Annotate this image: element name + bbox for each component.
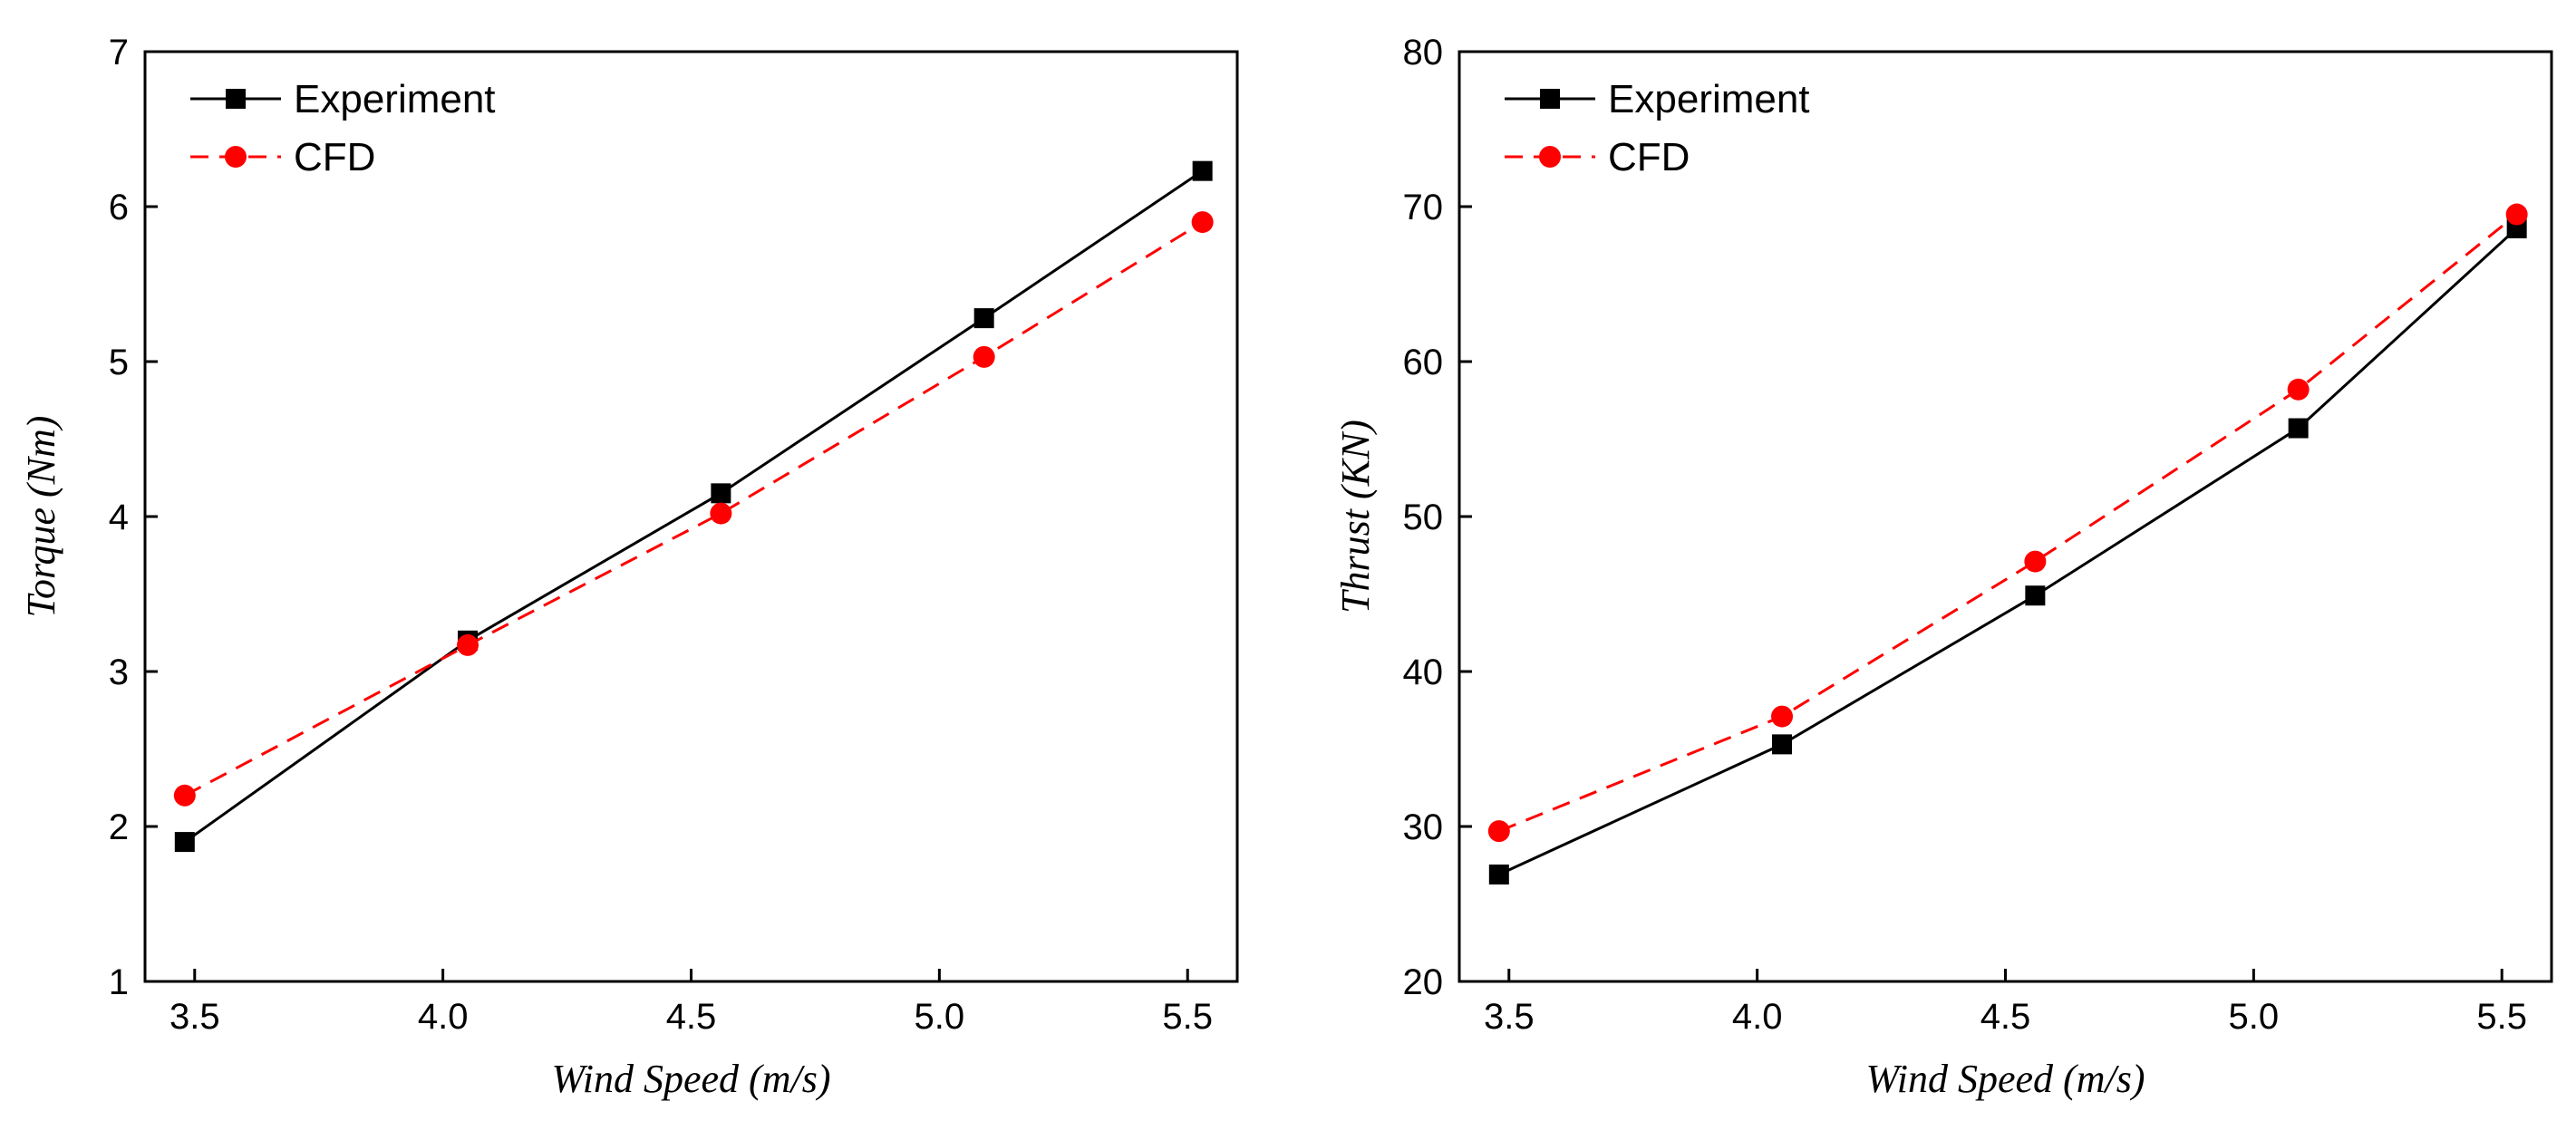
chart-0-y-tick-label: 3 [109, 652, 129, 692]
chart-0-legend-marker-1 [225, 146, 247, 168]
chart-0-series-0-point [973, 308, 994, 329]
chart-1-series-1-point [2287, 378, 2310, 401]
chart-1-series-1-point [1487, 820, 1510, 843]
chart-1-legend-marker-1 [1539, 146, 1561, 168]
chart-0-series-1-point [173, 784, 196, 807]
torque-chart: 3.5 4.0 4.5 5.0 5.5 1 2 3 4 5 6 7 Wind Speed (m/s) To… [19, 33, 1239, 1101]
chart-1-series-1-point [2505, 203, 2528, 226]
chart-1-series-1-line [1498, 213, 2518, 833]
chart-0-x-tick-label: 4.5 [666, 997, 717, 1037]
chart-1-series-0-point [1488, 865, 1509, 885]
chart-0-legend-label-1: CFD [294, 135, 375, 179]
chart-1-x-tick-label: 4.5 [1980, 997, 2031, 1037]
chart-0-y-tick-label: 5 [109, 343, 129, 382]
chart-0-series-1-point [1191, 211, 1214, 234]
chart-0-y-tick-label: 4 [109, 498, 129, 537]
chart-1-series-0-line [1498, 227, 2518, 876]
chart-0-y-axis-title: Torque (Nm) [19, 416, 63, 618]
chart-0-series-1-point [973, 345, 995, 368]
chart-0-series-0-point [1192, 160, 1213, 181]
chart-0-x-tick-label: 3.5 [169, 997, 220, 1037]
chart-1-y-tick-label: 40 [1403, 652, 1444, 692]
chart-1-y-tick-label: 30 [1403, 807, 1444, 847]
chart-1-y-tick-label: 70 [1403, 188, 1444, 227]
chart-1-legend-label-0: Experiment [1608, 77, 1810, 121]
chart-0-series-0-point [711, 483, 731, 504]
chart-1-x-tick-label: 4.0 [1732, 997, 1783, 1037]
chart-1-legend-marker-0 [1540, 89, 1560, 109]
chart-0-series-0-line [183, 169, 1204, 844]
chart-0-plot-frame [143, 50, 1239, 983]
chart-0-x-axis-title: Wind Speed (m/s) [552, 1057, 831, 1101]
chart-1-series-1-point [2024, 550, 2047, 573]
chart-1-y-tick-label: 80 [1403, 33, 1444, 72]
chart-0-series-1-point [457, 633, 479, 656]
chart-1-legend-label-1: CFD [1608, 135, 1690, 179]
chart-0-series-1-point [710, 502, 732, 525]
chart-1-y-axis-title: Thrust (KN) [1333, 420, 1378, 614]
chart-0-legend-marker-0 [226, 89, 246, 109]
chart-1-y-tick-label: 20 [1403, 962, 1444, 1002]
chart-1-plot-frame [1457, 50, 2553, 983]
chart-0-x-tick-label: 4.0 [418, 997, 469, 1037]
chart-1-y-tick-label: 60 [1403, 343, 1444, 382]
chart-0-legend-label-0: Experiment [294, 77, 496, 121]
chart-0-y-tick-label: 7 [109, 33, 129, 72]
thrust-chart: 3.5 4.0 4.5 5.0 5.5 20 30 40 50 60 70 80 Wind Speed … [1333, 33, 2553, 1101]
chart-0-y-tick-label: 1 [109, 962, 129, 1002]
chart-0-x-tick-label: 5.5 [1162, 997, 1213, 1037]
chart-1-x-axis-title: Wind Speed (m/s) [1866, 1057, 2145, 1101]
chart-0-x-tick-label: 5.0 [915, 997, 965, 1037]
chart-1-series-0-point [1772, 734, 1793, 755]
chart-1-x-tick-label: 5.5 [2476, 997, 2527, 1037]
chart-1-x-tick-label: 3.5 [1484, 997, 1535, 1037]
chart-0-y-tick-label: 6 [109, 188, 129, 227]
chart-0-series-1-line [184, 220, 1204, 797]
chart-0-y-tick-label: 2 [109, 807, 129, 847]
chart-1-series-1-point [1771, 705, 1794, 728]
chart-1-y-tick-label: 50 [1403, 498, 1444, 537]
chart-1-series-0-point [2288, 418, 2309, 439]
chart-0-series-0-point [174, 832, 195, 853]
chart-1-x-tick-label: 5.0 [2229, 997, 2280, 1037]
chart-1-series-0-point [2025, 585, 2046, 606]
